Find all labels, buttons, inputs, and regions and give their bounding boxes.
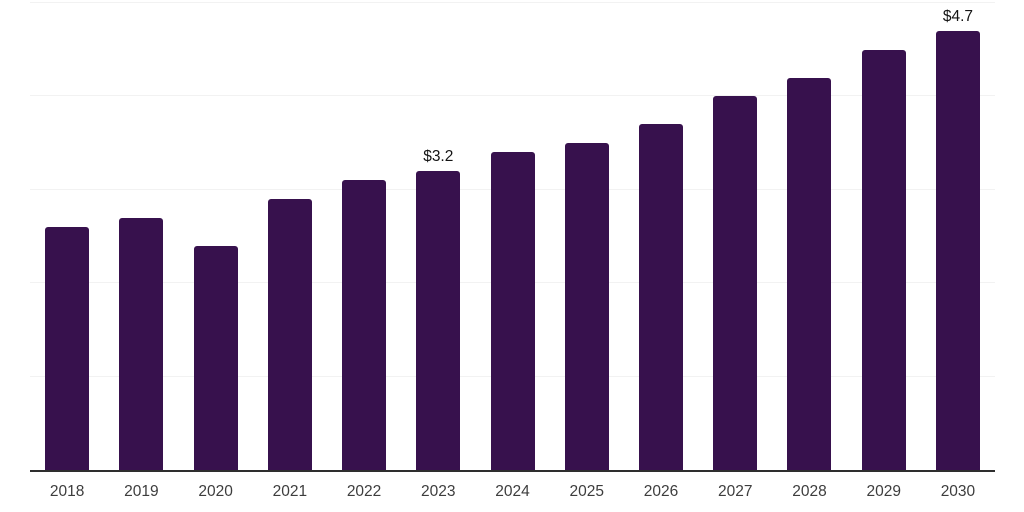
bar-slot-2024 xyxy=(475,3,549,470)
bar-slot-2019 xyxy=(104,3,178,470)
bar-2020 xyxy=(193,245,238,470)
data-label-2023: $3.2 xyxy=(423,147,454,165)
bar-slot-2028 xyxy=(772,3,846,470)
x-tick-2027: 2027 xyxy=(717,483,753,500)
bar-slot-2029 xyxy=(847,3,921,470)
bar-2024 xyxy=(490,152,535,470)
bar-2025 xyxy=(564,143,609,470)
bar-slot-2022 xyxy=(327,3,401,470)
bar-slot-2023: $3.2 xyxy=(401,3,475,470)
x-tick-2025: 2025 xyxy=(569,483,604,500)
bar-2026 xyxy=(638,124,683,470)
x-tick-2024: 2024 xyxy=(495,483,530,500)
x-tick-2028: 2028 xyxy=(792,483,827,500)
data-label-2030: $4.7 xyxy=(942,7,974,25)
x-tick-2026: 2026 xyxy=(643,483,679,500)
bar-slot-2018 xyxy=(30,3,104,470)
bar-2029 xyxy=(861,49,906,470)
bar-2019 xyxy=(119,217,164,470)
bar-2028 xyxy=(787,77,832,470)
bar-series: $3.2 $4.7 xyxy=(30,3,995,470)
bar-slot-2026 xyxy=(624,3,698,470)
x-tick-2020: 2020 xyxy=(198,483,233,500)
x-tick-2030: 2030 xyxy=(940,483,976,500)
x-tick-2023: 2023 xyxy=(421,483,456,500)
bar-slot-2025 xyxy=(550,3,624,470)
bar-2018 xyxy=(45,227,90,470)
x-axis-tick-labels: 2018 2019 2020 2021 2022 2023 2024 2025 2026 2027… xyxy=(30,484,995,500)
bar-2023 xyxy=(416,171,461,470)
x-tick-2021: 2021 xyxy=(272,483,308,500)
x-tick-2029: 2029 xyxy=(866,483,901,500)
plot-area: $3.2 $4.7 xyxy=(30,2,995,472)
bar-slot-2030: $4.7 xyxy=(921,3,995,470)
gridline-4 xyxy=(30,95,995,97)
x-tick-2019: 2019 xyxy=(124,483,159,500)
bar-slot-2020 xyxy=(178,3,252,470)
bar-slot-2021 xyxy=(253,3,327,470)
x-tick-2018: 2018 xyxy=(49,483,85,500)
x-axis-line xyxy=(30,470,995,472)
bar-2022 xyxy=(342,180,387,470)
bar-2030 xyxy=(935,31,980,470)
bar-2027 xyxy=(713,96,758,470)
gridline-5 xyxy=(30,2,995,3)
bar-2021 xyxy=(267,199,312,470)
bar-slot-2027 xyxy=(698,3,772,470)
x-tick-2022: 2022 xyxy=(346,483,382,500)
